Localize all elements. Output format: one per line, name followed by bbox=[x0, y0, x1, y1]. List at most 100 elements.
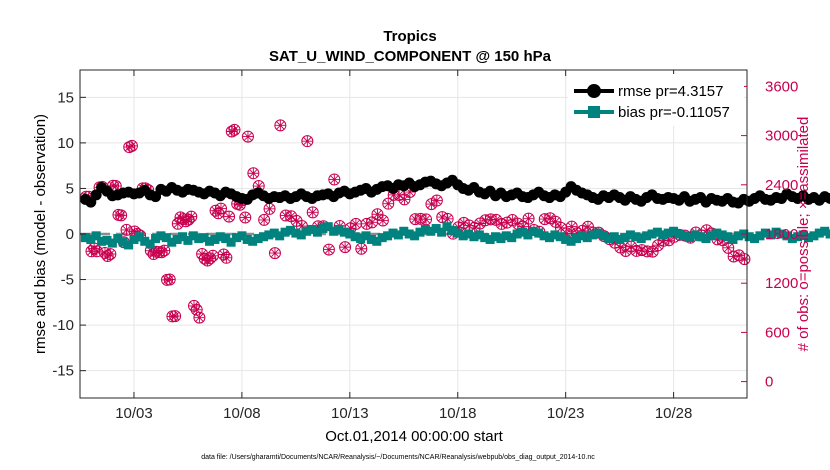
obs-assimilated-marker bbox=[717, 234, 729, 246]
bias-point bbox=[329, 226, 339, 236]
obs-assimilated-marker bbox=[523, 213, 534, 224]
obs-assimilated-marker bbox=[372, 208, 383, 220]
y-right-tick-label: 1200 bbox=[765, 275, 798, 292]
bias-point bbox=[809, 231, 819, 241]
bias-point bbox=[750, 234, 760, 244]
bias-point bbox=[102, 235, 112, 245]
obs-assimilated-marker bbox=[469, 222, 480, 234]
obs-point bbox=[104, 248, 117, 261]
x-tick-label: 10/08 bbox=[223, 405, 261, 422]
obs-point bbox=[722, 241, 735, 254]
bias-point bbox=[86, 234, 96, 244]
legend-rmse-label: rmse pr=4.3157 bbox=[618, 83, 723, 100]
bias-point bbox=[237, 231, 247, 241]
bias-point bbox=[199, 233, 209, 243]
obs-assimilated-marker bbox=[175, 212, 186, 223]
bias-point bbox=[588, 230, 598, 240]
bias-point bbox=[474, 230, 484, 240]
bias-point bbox=[113, 234, 123, 244]
obs-assimilated-marker bbox=[701, 224, 712, 236]
obs-point bbox=[274, 119, 287, 132]
bias-point bbox=[669, 226, 679, 236]
legend: rmse pr=4.3157 bias pr=-0.11057 bbox=[568, 74, 744, 126]
bias-point bbox=[696, 232, 706, 242]
obs-assimilated-marker bbox=[490, 214, 502, 226]
chart-subtitle: SAT_U_WIND_COMPONENT @ 150 hPa bbox=[269, 48, 552, 65]
bias-point bbox=[485, 234, 495, 244]
bias-point bbox=[393, 230, 403, 240]
obs-point bbox=[355, 242, 368, 255]
legend-rmse-marker bbox=[587, 84, 601, 98]
bias-point bbox=[285, 225, 295, 235]
obs-assimilated-marker bbox=[223, 211, 235, 222]
obs-point bbox=[376, 214, 389, 227]
obs-assimilated-marker bbox=[121, 224, 132, 236]
obs-assimilated-marker bbox=[647, 246, 658, 257]
bias-point bbox=[426, 226, 436, 236]
bias-point bbox=[685, 233, 695, 243]
obs-assimilated-marker bbox=[207, 250, 219, 262]
obs-assimilated-marker bbox=[115, 210, 127, 221]
obs-possible-marker bbox=[228, 123, 241, 136]
bias-point bbox=[663, 228, 673, 238]
obs-point bbox=[306, 206, 319, 219]
obs-possible-marker bbox=[420, 213, 433, 226]
bias-point bbox=[528, 226, 538, 236]
obs-point bbox=[301, 135, 314, 148]
bias-point bbox=[350, 232, 360, 242]
obs-assimilated-marker bbox=[566, 221, 578, 232]
x-tick-label: 10/18 bbox=[439, 405, 477, 422]
footnote: data file: /Users/gharamti/Documents/NCA… bbox=[201, 454, 595, 461]
obs-possible-marker bbox=[90, 245, 103, 258]
bias-point bbox=[782, 231, 792, 241]
obs-point bbox=[220, 251, 233, 264]
x-tick-label: 10/23 bbox=[547, 405, 585, 422]
obs-possible-marker bbox=[339, 241, 352, 254]
bias-point bbox=[134, 232, 144, 242]
bias-point bbox=[231, 233, 241, 243]
bias-point bbox=[571, 234, 581, 244]
bias-point bbox=[544, 233, 554, 243]
bias-point bbox=[361, 231, 371, 241]
bias-point bbox=[226, 237, 236, 247]
obs-point bbox=[214, 202, 227, 215]
obs-possible-marker bbox=[322, 243, 335, 256]
obs-assimilated-marker bbox=[269, 247, 281, 259]
bias-point bbox=[539, 231, 549, 241]
bias-point bbox=[275, 231, 285, 241]
x-tick-label: 10/13 bbox=[331, 405, 369, 422]
obs-assimilated-marker bbox=[242, 131, 254, 142]
obs-assimilated-marker bbox=[169, 310, 181, 322]
bias-point bbox=[215, 232, 225, 242]
bias-point bbox=[728, 234, 738, 244]
obs-assimilated-marker bbox=[188, 300, 200, 312]
obs-possible-marker bbox=[258, 213, 271, 226]
y-right-tick-label: 0 bbox=[765, 374, 773, 391]
bias-point bbox=[766, 230, 776, 240]
obs-assimilated-marker bbox=[91, 245, 103, 257]
bias-point bbox=[118, 237, 128, 247]
obs-point bbox=[115, 209, 128, 222]
bias-point bbox=[458, 231, 468, 241]
bias-point bbox=[501, 231, 511, 241]
obs-possible-marker bbox=[185, 210, 198, 223]
obs-assimilated-marker bbox=[517, 221, 529, 232]
x-tick-label: 10/03 bbox=[115, 405, 153, 422]
obs-assimilated-marker bbox=[105, 248, 116, 260]
x-tick-label: 10/28 bbox=[655, 405, 693, 422]
bias-point bbox=[302, 226, 312, 236]
obs-assimilated-marker bbox=[113, 209, 124, 221]
y-right-tick-label: 3600 bbox=[765, 78, 798, 95]
obs-possible-marker bbox=[125, 139, 138, 152]
obs-possible-marker bbox=[239, 211, 252, 224]
obs-point bbox=[225, 125, 238, 138]
bias-point bbox=[183, 235, 193, 245]
y-tick-label: 5 bbox=[66, 180, 74, 197]
bias-point bbox=[798, 230, 808, 240]
obs-possible-marker bbox=[274, 119, 287, 132]
obs-point bbox=[158, 244, 171, 257]
obs-point bbox=[322, 243, 335, 256]
obs-assimilated-marker bbox=[248, 167, 259, 179]
obs-assimilated-marker bbox=[382, 198, 394, 209]
bias-point bbox=[129, 234, 139, 244]
